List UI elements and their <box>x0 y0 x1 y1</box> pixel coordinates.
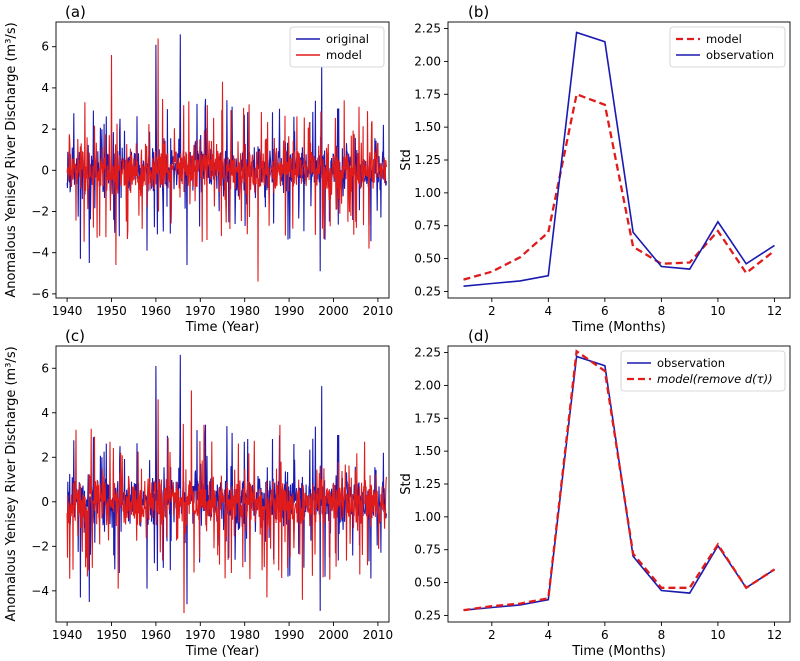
y-tick-label: 0.25 <box>414 284 441 298</box>
x-tick-label: 1980 <box>229 304 260 318</box>
y-tick-label: 2.00 <box>414 378 441 392</box>
y-tick-label: 1.00 <box>414 510 441 524</box>
x-tick-label: 8 <box>658 304 666 318</box>
x-tick-label: 12 <box>767 628 782 642</box>
x-tick-label: 6 <box>601 304 609 318</box>
x-axis-label: Time (Months) <box>571 320 666 335</box>
y-tick-label: 4 <box>41 81 49 95</box>
y-tick-label: −4 <box>31 584 49 598</box>
y-tick-label: −2 <box>31 204 49 218</box>
y-tick-label: 6 <box>41 40 49 54</box>
y-tick-label: 6 <box>41 361 49 375</box>
x-tick-label: 2000 <box>318 304 349 318</box>
y-tick-label: 1.50 <box>414 120 441 134</box>
x-tick-label: 12 <box>767 304 782 318</box>
y-tick-label: 2.25 <box>414 22 441 36</box>
y-tick-label: 0.75 <box>414 219 441 233</box>
x-axis-label: Time (Year) <box>185 644 260 657</box>
panel-label: (a) <box>65 3 86 21</box>
x-tick-label: 1960 <box>141 304 172 318</box>
legend-label: model <box>326 48 362 62</box>
panel-3: 2 4 6 8 10 12 0.25 0.50 0.75 1.00 1.25 1.50 1.75 2.00… <box>399 327 790 657</box>
y-tick-label: −6 <box>31 287 49 301</box>
y-tick-label: 0.25 <box>414 608 441 622</box>
series-line-1 <box>464 33 775 287</box>
y-tick-label: 1.50 <box>414 444 441 458</box>
x-tick-label: 4 <box>545 304 553 318</box>
y-tick-label: −4 <box>31 246 49 260</box>
x-tick-label: 2010 <box>363 628 394 642</box>
legend-label: observation <box>706 48 774 62</box>
y-tick-label: 0.75 <box>414 543 441 557</box>
y-tick-label: −2 <box>31 539 49 553</box>
y-tick-label: 2.25 <box>414 346 441 360</box>
x-tick-label: 1960 <box>141 628 172 642</box>
x-tick-label: 1990 <box>274 304 305 318</box>
x-tick-label: 2000 <box>318 628 349 642</box>
y-tick-label: 1.25 <box>414 153 441 167</box>
x-axis-label: Time (Year) <box>185 320 260 335</box>
x-tick-label: 10 <box>710 628 725 642</box>
y-tick-label: 0 <box>41 495 49 509</box>
y-tick-label: 0.50 <box>414 576 441 590</box>
x-tick-label: 1950 <box>96 304 127 318</box>
y-tick-label: 4 <box>41 406 49 420</box>
x-tick-label: 6 <box>601 628 609 642</box>
panel-2: 1940 1950 1960 1970 1980 1990 2000 2010 −4 −2 0 2 4 6… <box>4 327 393 657</box>
panel-label: (d) <box>468 327 489 345</box>
x-tick-label: 1940 <box>52 304 83 318</box>
x-tick-label: 1970 <box>185 304 216 318</box>
x-tick-label: 2 <box>488 628 496 642</box>
x-tick-label: 1940 <box>52 628 83 642</box>
y-axis-label: Std <box>399 473 414 495</box>
legend-label: model <box>706 32 742 46</box>
panel-1: 2 4 6 8 10 12 0.25 0.50 0.75 1.00 1.25 1.50 1.75 2.00… <box>399 3 790 335</box>
series-line-0 <box>464 94 775 279</box>
y-tick-label: 2 <box>41 122 49 136</box>
x-tick-label: 1970 <box>185 628 216 642</box>
series-line-0 <box>464 357 775 611</box>
y-tick-label: 0.50 <box>414 252 441 266</box>
x-axis-label: Time (Months) <box>571 644 666 657</box>
x-tick-label: 8 <box>658 628 666 642</box>
panel-label: (c) <box>65 327 85 345</box>
panel-label: (b) <box>468 3 489 21</box>
x-tick-label: 1990 <box>274 628 305 642</box>
x-tick-label: 4 <box>545 628 553 642</box>
y-axis-label: Anomalous Yenisey River Discharge (m³/s) <box>4 22 19 297</box>
x-tick-label: 1980 <box>229 628 260 642</box>
y-tick-label: 1.75 <box>414 411 441 425</box>
y-tick-label: 1.75 <box>414 87 441 101</box>
y-axis-label: Std <box>399 149 414 171</box>
y-tick-label: 2.00 <box>414 54 441 68</box>
legend-label: original <box>326 32 369 46</box>
x-tick-label: 1950 <box>96 628 127 642</box>
legend-label: observation <box>657 356 725 370</box>
y-tick-label: 0 <box>41 163 49 177</box>
x-tick-label: 2 <box>488 304 496 318</box>
x-tick-label: 2010 <box>363 304 394 318</box>
y-axis-label: Anomalous Yenisey River Discharge (m³/s) <box>4 346 19 621</box>
y-tick-label: 1.00 <box>414 186 441 200</box>
panel-0: 1940 1950 1960 1970 1980 1990 2000 2010 −6 −4 −2 0 2… <box>4 3 393 335</box>
x-tick-label: 10 <box>710 304 725 318</box>
y-tick-label: 1.25 <box>414 477 441 491</box>
y-tick-label: 2 <box>41 450 49 464</box>
legend-label: model(remove d(τ)) <box>657 372 773 386</box>
